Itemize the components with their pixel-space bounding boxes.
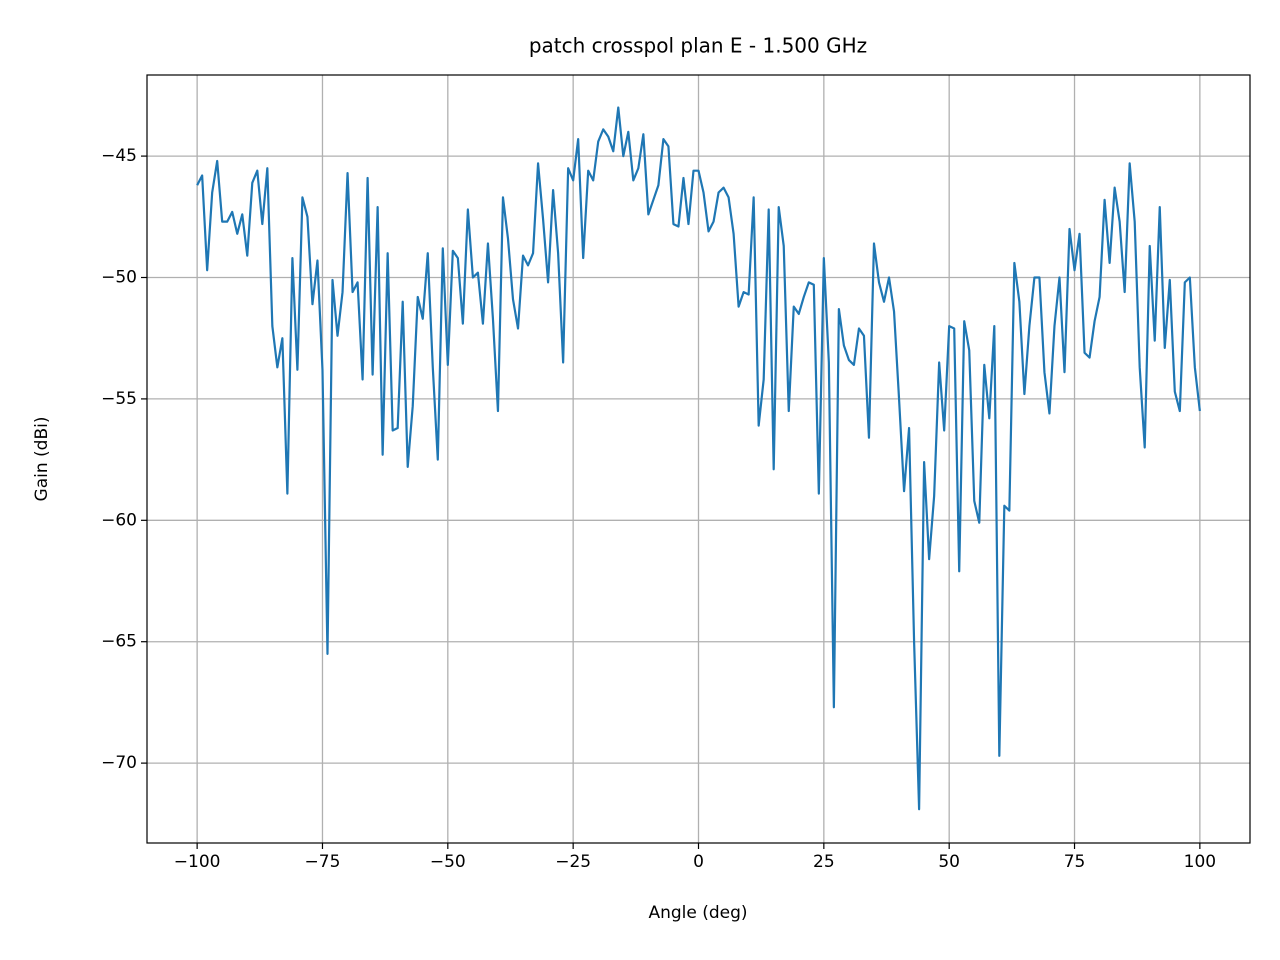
x-tick-label: 0 [693,852,704,872]
y-tick-label: −55 [101,389,137,409]
data-line [196,106,1201,811]
y-tick-label: −45 [101,146,137,166]
x-tick-label: −100 [174,852,221,872]
y-tick-label: −65 [101,632,137,652]
y-axis-label: Gain (dBi) [32,417,52,502]
x-tick-label: 50 [938,852,960,872]
x-tick-label: 75 [1064,852,1086,872]
x-tick-label: 25 [813,852,835,872]
chart-title: patch crosspol plan E - 1.500 GHz [529,34,867,58]
y-tick-label: −70 [101,753,137,773]
y-tick-label: −60 [101,510,137,530]
plot-frame [146,74,1251,844]
x-tick-label: 100 [1184,852,1216,872]
x-axis-label: Angle (deg) [648,903,747,923]
x-tick-label: −75 [305,852,341,872]
y-tick-label: −50 [101,268,137,288]
x-tick-label: −50 [430,852,466,872]
x-tick-label: −25 [555,852,591,872]
